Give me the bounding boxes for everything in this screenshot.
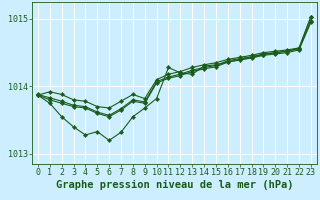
X-axis label: Graphe pression niveau de la mer (hPa): Graphe pression niveau de la mer (hPa)	[56, 180, 293, 190]
